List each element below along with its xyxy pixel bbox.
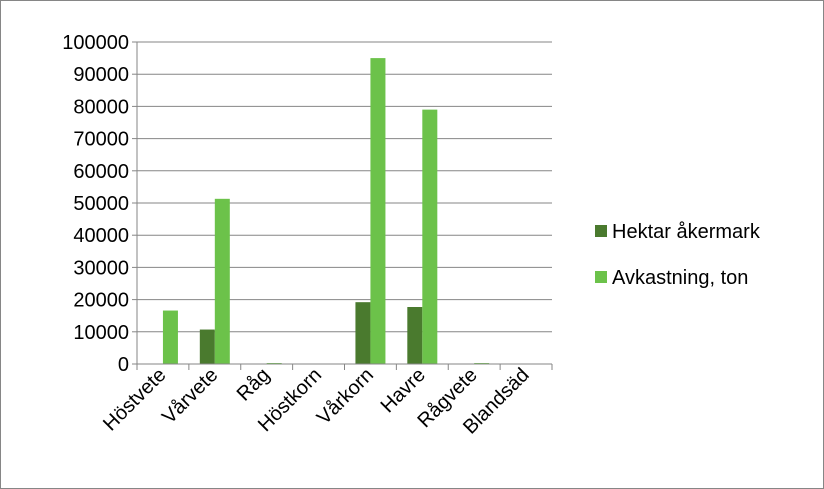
y-tick-label: 90000 — [73, 64, 129, 86]
x-tick-label: Vårvete — [158, 364, 222, 428]
y-tick-label: 60000 — [73, 161, 129, 183]
x-tick-label: Vårkorn — [313, 364, 378, 429]
bar-hektar-1 — [199, 329, 215, 364]
y-tick-label: 70000 — [73, 129, 129, 151]
y-tick-labels: 0 10000 20000 30000 40000 50000 60000 70000 8000… — [62, 32, 129, 376]
y-tick-label: 0 — [118, 354, 129, 376]
x-tick-label: Råg — [233, 364, 275, 406]
legend-label: Hektar åkermark — [612, 221, 761, 243]
bar-hektar-5 — [407, 307, 423, 364]
legend-label: Avkastning, ton — [612, 267, 748, 289]
bar-avkastning-4 — [370, 58, 386, 364]
bar-avkastning-0 — [162, 310, 178, 364]
y-tick-label: 40000 — [73, 225, 129, 247]
gridlines — [137, 41, 552, 333]
legend-swatch — [595, 225, 607, 237]
legend: Hektar åkermark Avkastning, ton — [595, 221, 761, 289]
y-tick-label: 80000 — [73, 96, 129, 118]
bar-avkastning-5 — [422, 109, 438, 365]
y-tick-label: 50000 — [73, 193, 129, 215]
y-tick-label: 20000 — [73, 290, 129, 312]
legend-swatch — [595, 271, 607, 283]
bars — [162, 58, 490, 365]
x-tick-label: Höstvete — [99, 364, 170, 435]
y-tick-label: 100000 — [62, 32, 129, 54]
bar-hektar-4 — [355, 302, 371, 364]
axes — [132, 41, 553, 370]
bar-avkastning-1 — [214, 198, 230, 364]
y-tick-label: 10000 — [73, 322, 129, 344]
y-tick-label: 30000 — [73, 257, 129, 279]
